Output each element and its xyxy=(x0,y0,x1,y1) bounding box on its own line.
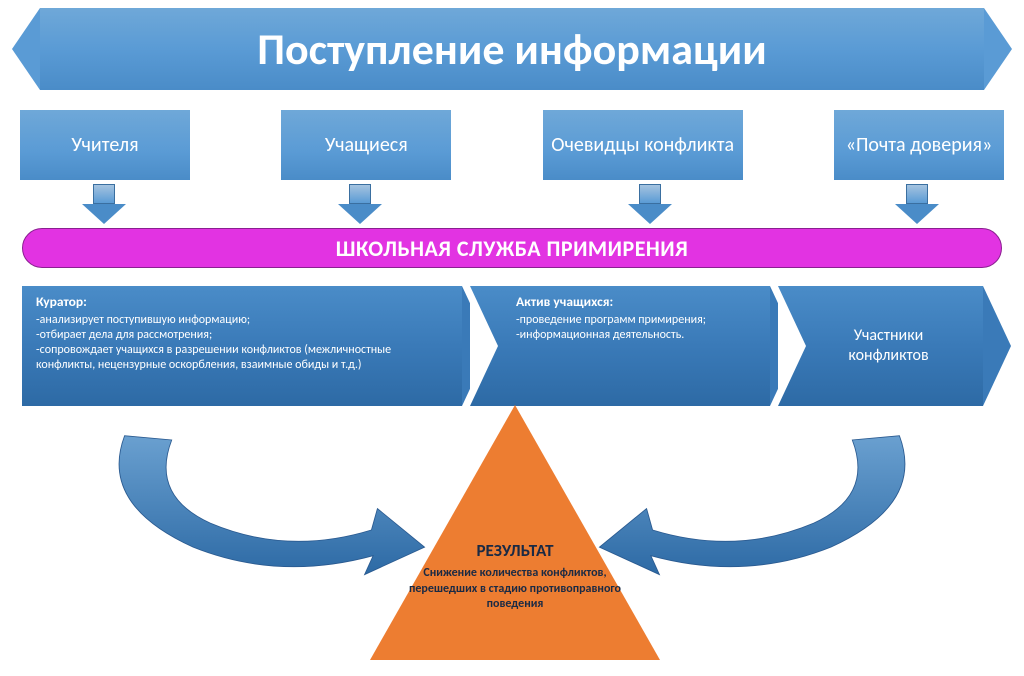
source-label: Учителя xyxy=(71,133,138,157)
chevron-title: Куратор: xyxy=(36,294,432,311)
chevron-row: Куратор: -анализирует поступившую информ… xyxy=(22,286,1008,406)
source-teachers: Учителя xyxy=(20,110,190,180)
down-arrow-icon xyxy=(82,184,126,224)
result-triangle: РЕЗУЛЬТАТ Снижение количества конфликтов… xyxy=(370,405,660,665)
down-arrow-icon xyxy=(628,184,672,224)
triangle-shape xyxy=(370,405,660,660)
service-bar: ШКОЛЬНАЯ СЛУЖБА ПРИМИРЕНИЯ xyxy=(22,228,1002,268)
service-bar-text: ШКОЛЬНАЯ СЛУЖБА ПРИМИРЕНИЯ xyxy=(336,235,689,262)
chevron-title: Актив учащихся: xyxy=(516,294,740,311)
chevron-body: -анализирует поступившую информацию; -от… xyxy=(36,313,432,373)
source-label: Учащиеся xyxy=(325,133,408,157)
header-banner: Поступление информации xyxy=(40,8,984,90)
source-students: Учащиеся xyxy=(281,110,451,180)
down-arrow-icon xyxy=(895,184,939,224)
sources-row: Учителя Учащиеся Очевидцы конфликта «Поч… xyxy=(20,110,1004,180)
source-label: Очевидцы конфликта xyxy=(551,133,734,157)
result-text: РЕЗУЛЬТАТ Снижение количества конфликтов… xyxy=(400,540,630,613)
down-arrow-icon xyxy=(338,184,382,224)
header-title: Поступление информации xyxy=(257,22,766,76)
chevron-body: -проведение программ примирения; -информ… xyxy=(516,313,740,343)
chevron-active: Актив учащихся: -проведение программ при… xyxy=(470,286,770,406)
result-subtitle: Снижение количества конфликтов, перешедш… xyxy=(409,566,621,611)
chevron-title: Участники конфликтов xyxy=(824,326,953,366)
source-witnesses: Очевидцы конфликта xyxy=(543,110,743,180)
source-label: «Почта доверия» xyxy=(846,133,993,157)
source-trustmail: «Почта доверия» xyxy=(834,110,1004,180)
chevron-curator: Куратор: -анализирует поступившую информ… xyxy=(22,286,462,406)
chevron-participants: Участники конфликтов xyxy=(778,286,983,406)
result-title: РЕЗУЛЬТАТ xyxy=(400,540,630,562)
